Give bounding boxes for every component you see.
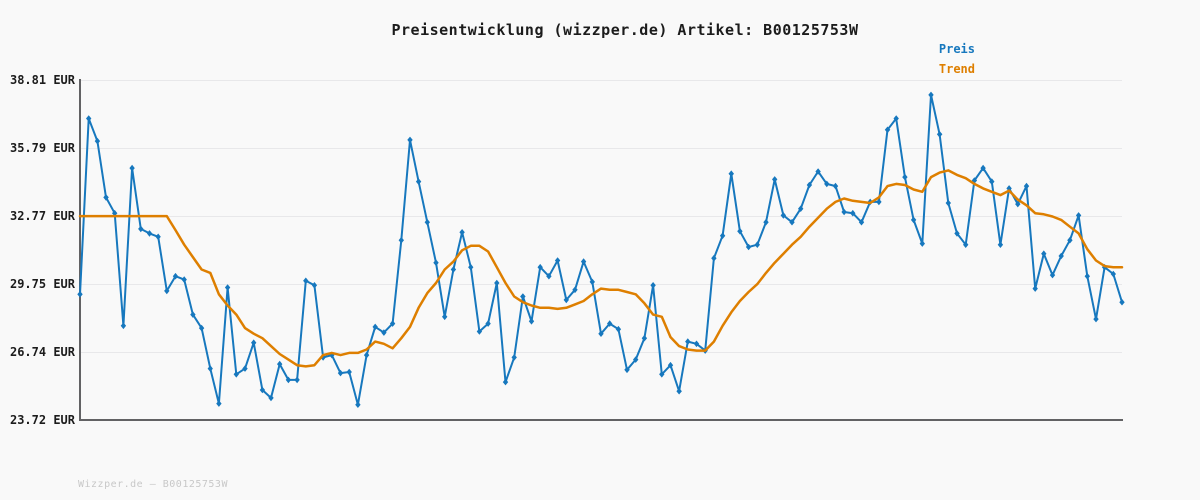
y-tick-label: 32.77 EUR (9, 209, 75, 224)
y-axis-labels: 38.81 EUR 35.79 EUR 32.77 EUR 29.75 EUR 26.7… (0, 0, 75, 500)
chart-legend: Preis Trend (830, 39, 975, 79)
y-tick-label: 35.79 EUR (9, 141, 75, 156)
y-tick-label: 26.74 EUR (9, 344, 75, 359)
y-tick-label: 29.75 EUR (9, 277, 75, 292)
preis-line (79, 93, 1123, 406)
data-series (77, 91, 1125, 408)
y-tick-label: 23.72 EUR (9, 413, 75, 427)
y-axis (79, 79, 81, 421)
axes (79, 79, 1123, 421)
trend-line (78, 169, 1124, 368)
x-axis (79, 419, 1123, 421)
chart-title: Preisentwicklung (wizzper.de) Artikel: B… (391, 21, 859, 39)
legend-item-preis: Preis (938, 42, 975, 56)
watermark-text: Wizzper.de – B00125753W (78, 479, 228, 490)
gridlines (80, 80, 1122, 353)
y-tick-label: 38.81 EUR (9, 73, 75, 87)
legend-item-trend: Trend (938, 62, 975, 76)
